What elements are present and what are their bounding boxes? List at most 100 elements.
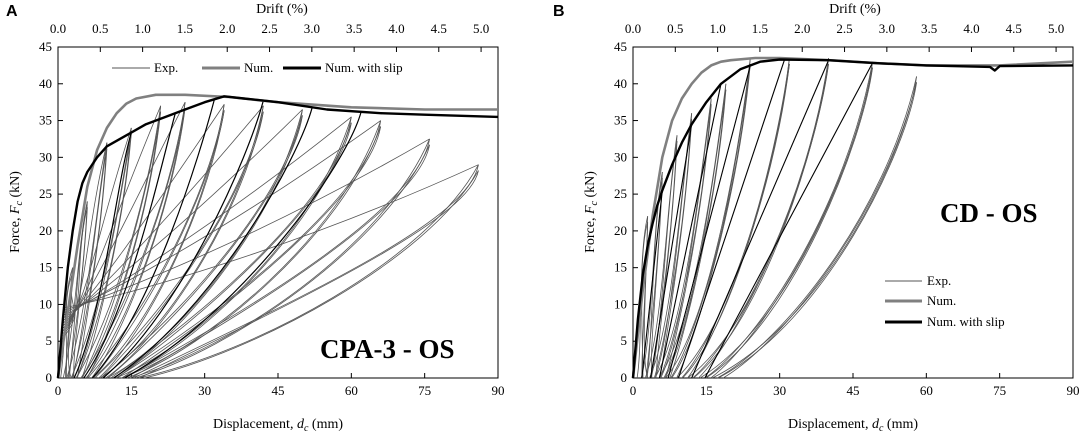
exp-loop-return [62,138,430,311]
y-tick-label: 30 [39,149,52,164]
drift-tick-label: 5.0 [473,21,489,36]
drift-tick-label: 4.5 [1006,21,1022,36]
num-slip-reload [102,100,264,379]
x-tick-label: 75 [418,383,431,398]
exp-loop-unload [144,170,479,379]
exp-loop-unload [135,144,430,379]
exp-loop-load [76,105,162,379]
x-ticks: 0 15 30 45 60 75 90 [630,373,1080,398]
y-axis-title: Force, Fc (kN) [583,171,600,253]
exp-loop-unload [112,115,303,379]
drift-tick-label: 4.0 [388,21,404,36]
legend: Exp. Num. Num. with slip [885,273,1005,329]
legend-label-num-slip: Num. with slip [927,314,1005,329]
num-curve [56,93,498,379]
drift-axis-title: Drift (%) [829,2,881,17]
exp-loop-unload [717,76,917,379]
x-tick-label: 60 [920,383,933,398]
panel-label: B [553,3,565,20]
exp-loop-return [62,164,479,309]
exp-loop-return [62,201,88,337]
y-tick-label: 35 [39,113,52,128]
num-slip-reload [650,124,693,379]
y-tick-label: 30 [614,149,627,164]
y-tick-label: 45 [614,39,627,54]
exp-loop-unload [86,111,162,379]
y-tick-label: 0 [621,370,628,385]
y-tick-label: 5 [46,333,53,348]
exp-loop-load [664,89,727,379]
x-axis-title: Displacement, dc (mm) [788,417,918,434]
x-tick-label: 45 [847,383,860,398]
exp-loop-unload [138,164,479,379]
drift-tick-label: 1.0 [134,21,150,36]
drift-ticks: 0.0 0.5 1.0 1.5 2.0 2.5 3.0 3.5 4.0 4.5 5.0 [625,21,1064,52]
numerical-curves [631,56,1074,379]
drift-tick-label: 2.5 [836,21,852,36]
exp-loop-unload [91,107,186,379]
exp-loop-unload [121,122,352,379]
x-tick-label: 15 [125,383,138,398]
exp-loop-load [72,148,108,379]
plot-frame [632,46,1074,379]
y-tick-label: 5 [621,333,628,348]
chart-panel-b: B Drift (%) 0.0 0.5 1.0 1.5 2.0 2.5 3.0 3.5 4.0 4… [553,2,1080,434]
exp-loop-unload [85,102,186,379]
drift-tick-label: 0.0 [625,21,641,36]
exp-loop-load [121,126,382,379]
drift-tick-label: 0.0 [50,21,66,36]
num-slip-reload [641,190,663,379]
exp-loop-load [130,144,430,379]
num-slip-reload [73,132,132,379]
y-tick-label: 25 [614,186,627,201]
x-tick-label: 45 [272,383,285,398]
drift-tick-label: 0.5 [92,21,108,36]
x-tick-label: 0 [55,383,62,398]
exp-loop-unload [81,133,132,379]
exp-loop-load [107,115,303,379]
x-tick-label: 30 [198,383,211,398]
drift-tick-label: 1.5 [177,21,193,36]
num-slip-reload [691,60,830,379]
legend: Exp. Num. Num. with slip [112,60,403,75]
specimen-annotation: CD - OS [940,198,1038,228]
x-tick-label: 30 [773,383,786,398]
experimental-loops [60,101,479,379]
exp-loop-unload [722,82,917,379]
y-tick-label: 40 [39,76,52,91]
exp-loop-return [62,101,186,327]
exp-loop-unload [105,111,264,379]
y-tick-label: 40 [614,76,627,91]
num-slip-curve [56,95,499,379]
y-ticks: 0 5 10 15 20 25 30 35 40 45 [614,39,638,385]
exp-loop-return [62,105,264,321]
exp-loop-unload [98,110,225,379]
exp-loop-load [116,122,352,379]
drift-axis-title: Drift (%) [256,2,308,17]
num-slip-curve [631,58,1074,379]
y-tick-label: 45 [39,39,52,54]
num-slip-reload [91,99,216,379]
drift-tick-label: 5.0 [1048,21,1064,36]
y-tick-label: 25 [39,186,52,201]
num-slip-reload [83,113,176,379]
y-tick-label: 0 [46,370,53,385]
num-slip-reload [658,83,722,379]
x-tick-label: 75 [993,383,1006,398]
exp-loop-return [62,109,303,319]
exp-loop-unload [126,126,382,379]
num-slip-reload [667,65,751,379]
exp-loop-load [76,133,132,379]
exp-loop-unload [710,67,873,379]
exp-loop-load [80,102,186,379]
x-tick-label: 90 [1067,383,1080,398]
exp-loop-unload [92,104,225,379]
exp-loop-load [649,113,693,379]
exp-loop-unload [659,98,712,379]
legend-label-exp: Exp. [154,60,178,75]
y-tick-label: 10 [39,296,52,311]
exp-loop-unload [698,63,829,379]
legend-label-num: Num. [244,60,273,75]
y-tick-label: 15 [39,260,52,275]
exp-loop-load [86,107,186,379]
